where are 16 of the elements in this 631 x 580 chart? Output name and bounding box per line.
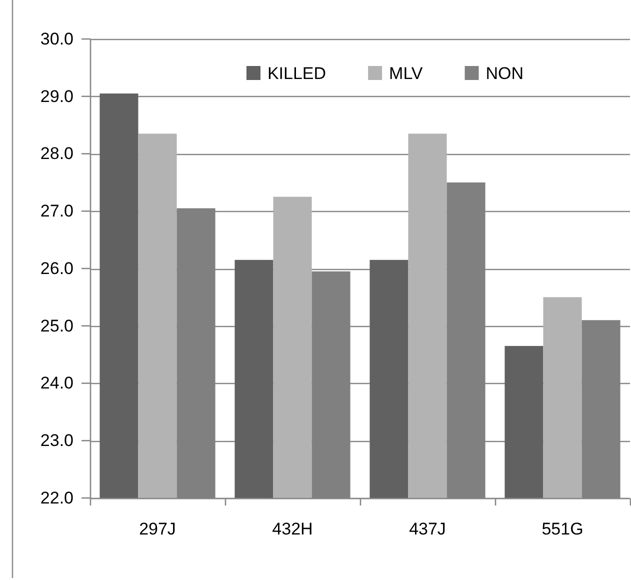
x-tick-label: 297J <box>139 520 176 538</box>
y-tick-label: 26.0 <box>40 258 74 278</box>
y-tick-label: 25.0 <box>40 316 74 336</box>
y-tick-label: 22.0 <box>40 488 74 508</box>
y-tick-label: 23.0 <box>40 431 74 450</box>
x-tick-label: 551G <box>542 520 584 538</box>
x-tick-label: 437J <box>409 520 446 538</box>
legend-label: MLV <box>389 64 424 83</box>
y-tick-label: 30.0 <box>40 29 74 48</box>
legend-label: KILLED <box>267 64 326 83</box>
y-tick-label: 27.0 <box>40 202 74 221</box>
y-tick-label: 28.0 <box>40 144 74 164</box>
y-tick-label: 29.0 <box>40 86 74 106</box>
legend-label: NON <box>486 64 524 83</box>
x-tick-label: 432H <box>272 520 313 538</box>
y-tick-label: 24.0 <box>40 374 74 393</box>
